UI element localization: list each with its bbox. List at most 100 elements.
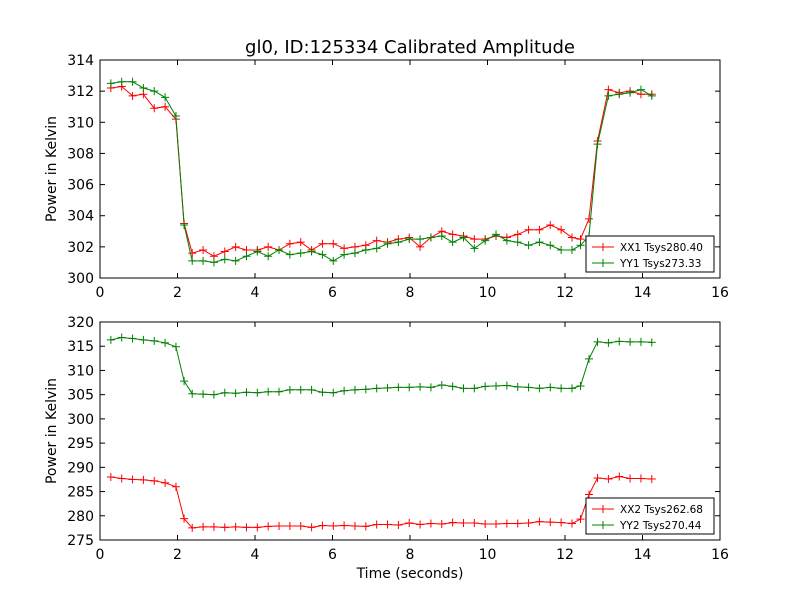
top-series-2-point — [470, 244, 479, 253]
top-series-2-point — [350, 249, 359, 258]
bottom-series-2-point — [416, 382, 425, 391]
top-y-tick-label: 302 — [67, 240, 94, 256]
bottom-series-2-point — [128, 334, 137, 343]
bottom-series-1-point — [372, 520, 381, 529]
bottom-series-2-point — [481, 382, 490, 391]
top-series-1-point — [150, 104, 159, 113]
bottom-series-2-point — [437, 380, 446, 389]
top-x-tick-label: 8 — [406, 285, 415, 301]
bottom-series-1-point — [220, 523, 229, 532]
bottom-series-2-point — [576, 381, 585, 390]
bottom-series-2-point — [405, 383, 414, 392]
bottom-x-tick-label: 6 — [328, 547, 337, 563]
bottom-series-1-point — [481, 520, 490, 529]
bottom-series-2-point — [231, 389, 240, 398]
top-series-1-point — [535, 225, 544, 234]
bottom-series-2-point — [585, 354, 594, 363]
top-series-1-point — [231, 242, 240, 251]
top-series-2-point — [557, 245, 566, 254]
top-series-2-point — [647, 91, 656, 100]
bottom-series-1-point — [318, 521, 327, 530]
bottom-series-2-point — [242, 388, 251, 397]
top-y-axis-label: Power in Kelvin — [44, 116, 60, 222]
bottom-series-2-point — [535, 384, 544, 393]
bottom-y-tick-label: 295 — [67, 436, 94, 452]
top-series-2-point — [546, 241, 555, 250]
bottom-series-2-point — [329, 388, 338, 397]
bottom-series-1-point — [546, 518, 555, 527]
bottom-series-1-point — [231, 522, 240, 531]
top-series-1-point — [567, 233, 576, 242]
top-series-2-point — [372, 244, 381, 253]
top-series-2-point — [502, 236, 511, 245]
bottom-series-2-point — [470, 384, 479, 393]
bottom-series-1-point — [426, 519, 435, 528]
top-series-2-point — [576, 241, 585, 250]
bottom-x-tick-label: 12 — [556, 547, 574, 563]
bottom-series-2-point — [567, 384, 576, 393]
top-series-2-point — [307, 247, 316, 256]
top-series-2-point — [615, 90, 624, 99]
top-series-2-point — [275, 245, 284, 254]
bottom-series-2-point — [139, 335, 148, 344]
bottom-legend-marker-2 — [599, 521, 607, 529]
bottom-x-tick-label: 0 — [96, 547, 105, 563]
top-series-1-point — [448, 230, 457, 239]
bottom-series-2-point — [372, 384, 381, 393]
top-series-1-point — [416, 242, 425, 251]
bottom-series-2-point — [647, 338, 656, 347]
bottom-series-1-point — [416, 520, 425, 529]
bottom-series-1-point — [585, 490, 594, 499]
bottom-series-2-point — [361, 385, 370, 394]
bottom-series-1-point — [567, 519, 576, 528]
bottom-series-1-point — [394, 520, 403, 529]
bottom-series-1-point — [593, 473, 602, 482]
bottom-series-2-point — [318, 388, 327, 397]
top-series-1-point — [372, 236, 381, 245]
bottom-series-2-point — [426, 383, 435, 392]
top-series-2-point — [524, 241, 533, 250]
top-series-2-point — [117, 77, 126, 86]
bottom-series-2-point — [264, 387, 273, 396]
top-series-2-point — [296, 249, 305, 258]
bottom-series-1-point — [209, 522, 218, 531]
bottom-series-1-point — [139, 475, 148, 484]
bottom-series-1-point — [647, 474, 656, 483]
plot-bottom: 0 2 4 6 8 10 12 14 16 275 280 285 290 295 300 305 310 315… — [44, 315, 729, 563]
bottom-series-2-point — [524, 383, 533, 392]
top-series-2-point — [535, 238, 544, 247]
bottom-series-1-point — [524, 519, 533, 528]
bottom-y-tick-label: 300 — [67, 412, 94, 428]
top-series-1-point — [513, 230, 522, 239]
bottom-series-2-point — [593, 337, 602, 346]
top-series-1-point — [285, 239, 294, 248]
bottom-y-axis-label: Power in Kelvin — [44, 378, 60, 484]
bottom-series-1-point — [626, 474, 635, 483]
top-series-2-point — [128, 77, 137, 86]
bottom-series-1-point — [242, 523, 251, 532]
bottom-x-tick-label: 14 — [634, 547, 652, 563]
bottom-series-line-1 — [110, 475, 652, 529]
top-series-2-point — [220, 255, 229, 264]
top-legend-marker-2 — [599, 259, 607, 267]
bottom-series-1-point — [296, 521, 305, 530]
bottom-series-1-point — [383, 520, 392, 529]
top-series-2-point — [285, 250, 294, 259]
bottom-axes-frame — [99, 321, 721, 541]
bottom-y-tick-label: 315 — [67, 339, 94, 355]
top-series-2-point — [604, 91, 613, 100]
bottom-series-1-point — [171, 482, 180, 491]
top-series-2-point — [150, 87, 159, 96]
top-series-1-point — [188, 249, 197, 258]
bottom-series-1-point — [361, 522, 370, 531]
bottom-series-2-point — [513, 382, 522, 391]
bottom-series-1-point — [513, 519, 522, 528]
top-series-1-point — [585, 214, 594, 223]
top-y-tick-label: 312 — [67, 84, 94, 100]
top-y-tick-label: 314 — [67, 53, 94, 69]
top-x-tick-label: 6 — [328, 285, 337, 301]
top-series-2-point — [188, 256, 197, 265]
top-series-2-point — [405, 235, 414, 244]
plot-top: 0 2 4 6 8 10 12 14 16 300 302 304 306 308 310 312 314 Pow… — [44, 53, 729, 301]
